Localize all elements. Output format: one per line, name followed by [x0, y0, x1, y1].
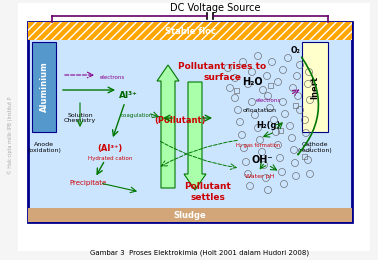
Bar	[268, 82, 273, 88]
Text: (Pollutant): (Pollutant)	[154, 115, 206, 125]
Text: O₂: O₂	[291, 46, 301, 55]
Text: Gambar 3  Proses Elektrokimia (Holt 2001 dalam Hudori 2008): Gambar 3 Proses Elektrokimia (Holt 2001 …	[90, 250, 310, 256]
Bar	[277, 127, 282, 133]
Text: Hydrated cation: Hydrated cation	[88, 155, 132, 160]
FancyArrow shape	[184, 82, 206, 190]
Text: H₂(g): H₂(g)	[256, 120, 280, 129]
Bar	[32, 42, 56, 132]
Text: Water pH: Water pH	[245, 173, 275, 179]
Text: H₂ gas formation: H₂ gas formation	[236, 142, 280, 147]
Text: © Hak cipta milik IPB (Institut P: © Hak cipta milik IPB (Institut P	[7, 96, 13, 174]
Text: Cathode
(reduction): Cathode (reduction)	[297, 142, 332, 153]
Text: H₂O: H₂O	[242, 77, 262, 87]
Text: OH⁻: OH⁻	[251, 155, 273, 165]
Text: (Al³⁺): (Al³⁺)	[98, 144, 122, 153]
Text: Anode
(oxidation): Anode (oxidation)	[27, 142, 61, 153]
Bar	[28, 22, 352, 40]
Text: Inert: Inert	[310, 75, 319, 99]
FancyArrowPatch shape	[298, 57, 318, 154]
Bar	[293, 102, 297, 107]
Text: Sludge: Sludge	[174, 211, 206, 219]
Text: coagulation: coagulation	[121, 113, 153, 118]
Bar	[28, 22, 352, 222]
Bar	[234, 88, 239, 93]
Text: Al³⁺: Al³⁺	[119, 90, 137, 100]
Text: electrons: electrons	[100, 75, 125, 80]
Bar	[28, 208, 352, 222]
Bar	[28, 22, 352, 40]
Bar	[302, 42, 328, 132]
Text: Precipitate: Precipitate	[70, 180, 107, 186]
FancyArrow shape	[157, 65, 179, 188]
Text: electrons: electrons	[256, 98, 280, 102]
Text: Aluminium: Aluminium	[39, 62, 48, 112]
Text: DC Voltage Source: DC Voltage Source	[170, 3, 260, 13]
Bar	[302, 153, 307, 159]
Text: Pollutant rises to
surface: Pollutant rises to surface	[178, 62, 266, 82]
Text: Solution
Chemistry: Solution Chemistry	[64, 113, 96, 124]
Text: Stable floc: Stable floc	[164, 27, 215, 36]
Text: ofloatation: ofloatation	[243, 107, 277, 113]
Text: Pollutant
settles: Pollutant settles	[184, 182, 231, 202]
